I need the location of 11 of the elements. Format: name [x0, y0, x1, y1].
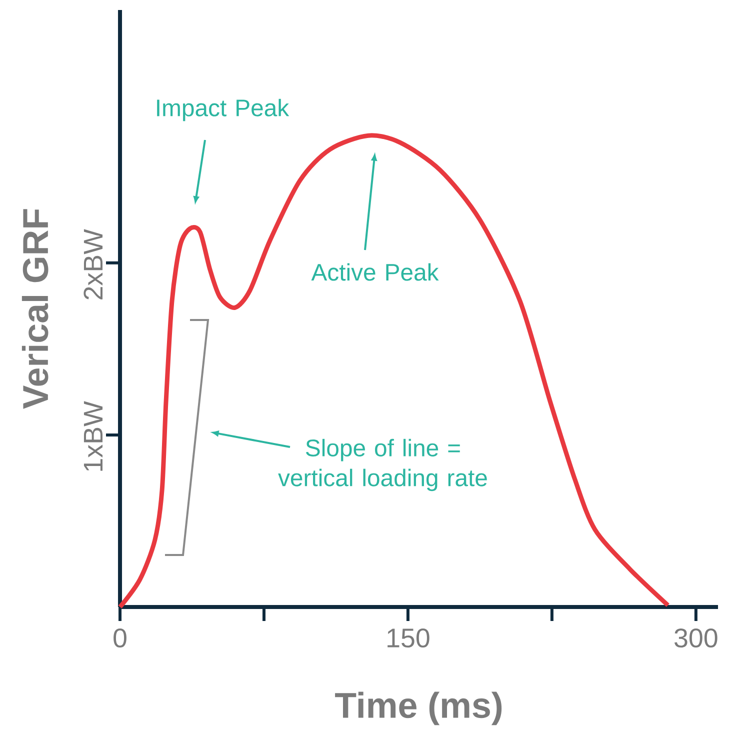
annotation: Active Peak — [311, 263, 439, 281]
x-axis-title: Time (ms) — [335, 692, 502, 726]
y-tick-label: 1xBW — [84, 401, 102, 471]
x-tick-label: 0 — [114, 628, 126, 648]
y-tick-label: 2xBW — [84, 229, 102, 300]
x-tick-label: 300 — [674, 628, 718, 648]
annotation: Slope of line = vertical loading rate — [278, 438, 487, 492]
line-series — [118, 133, 670, 610]
x-tick-label: 150 — [388, 628, 430, 648]
y-axis-title: Verical GRF — [22, 209, 48, 409]
annotation: Impact Peak — [157, 98, 290, 122]
